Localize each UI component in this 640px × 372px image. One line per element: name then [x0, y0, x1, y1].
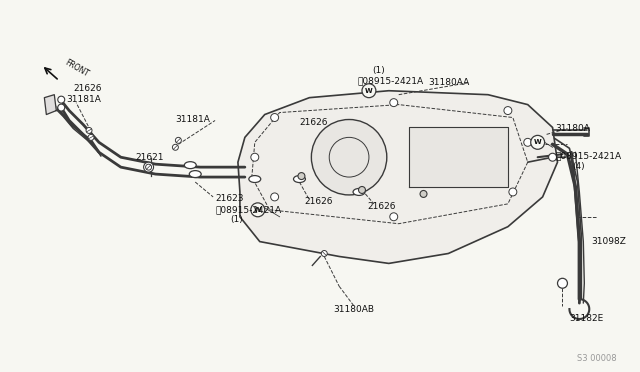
- Circle shape: [504, 107, 512, 115]
- Text: 21621: 21621: [136, 153, 164, 162]
- Text: (1): (1): [230, 215, 243, 224]
- Circle shape: [251, 203, 265, 217]
- Text: 31181A: 31181A: [66, 95, 101, 104]
- Text: 21626: 21626: [305, 198, 333, 206]
- Ellipse shape: [249, 176, 260, 183]
- Text: W: W: [254, 207, 262, 213]
- Polygon shape: [238, 91, 557, 263]
- Circle shape: [390, 213, 397, 221]
- Circle shape: [548, 153, 557, 161]
- Text: 21623: 21623: [215, 195, 244, 203]
- Ellipse shape: [353, 189, 365, 195]
- Ellipse shape: [184, 162, 196, 169]
- Circle shape: [531, 135, 545, 149]
- Text: Ⓦ08915-2421A: Ⓦ08915-2421A: [556, 152, 621, 161]
- Circle shape: [321, 250, 327, 256]
- Text: 21626: 21626: [300, 118, 328, 127]
- Circle shape: [143, 162, 154, 172]
- Text: (4): (4): [572, 162, 585, 171]
- Circle shape: [175, 137, 181, 143]
- Circle shape: [146, 164, 152, 170]
- Circle shape: [58, 96, 65, 103]
- Text: S3 00008: S3 00008: [577, 354, 617, 363]
- Circle shape: [172, 144, 179, 150]
- Circle shape: [312, 119, 387, 195]
- Circle shape: [524, 138, 532, 146]
- Circle shape: [390, 99, 397, 107]
- Text: 31180AB: 31180AB: [333, 305, 374, 314]
- Text: FRONT: FRONT: [63, 58, 90, 79]
- Circle shape: [557, 278, 568, 288]
- Circle shape: [88, 134, 94, 140]
- Text: Ⓦ08915-2421A: Ⓦ08915-2421A: [357, 76, 423, 85]
- Text: (1): (1): [372, 66, 385, 76]
- Ellipse shape: [294, 176, 305, 183]
- Circle shape: [251, 153, 259, 161]
- Text: W: W: [365, 88, 373, 94]
- Circle shape: [298, 173, 305, 180]
- Text: Ⓦ08915-2421A: Ⓦ08915-2421A: [215, 205, 281, 214]
- Circle shape: [362, 84, 376, 98]
- Text: 21626: 21626: [367, 202, 396, 211]
- Circle shape: [420, 190, 427, 198]
- Circle shape: [58, 104, 65, 111]
- Circle shape: [358, 186, 365, 193]
- Circle shape: [271, 193, 278, 201]
- Circle shape: [509, 188, 517, 196]
- Circle shape: [86, 128, 92, 134]
- Circle shape: [271, 113, 278, 122]
- Ellipse shape: [189, 171, 201, 177]
- Polygon shape: [408, 128, 508, 187]
- Text: 31181A: 31181A: [175, 115, 211, 124]
- Text: W: W: [534, 140, 541, 145]
- Text: 31182E: 31182E: [570, 314, 604, 324]
- Polygon shape: [44, 95, 56, 115]
- Text: 31180AA: 31180AA: [429, 78, 470, 87]
- Text: 21626: 21626: [73, 84, 102, 93]
- Text: 31180A: 31180A: [556, 124, 591, 133]
- Text: 31098Z: 31098Z: [591, 237, 626, 246]
